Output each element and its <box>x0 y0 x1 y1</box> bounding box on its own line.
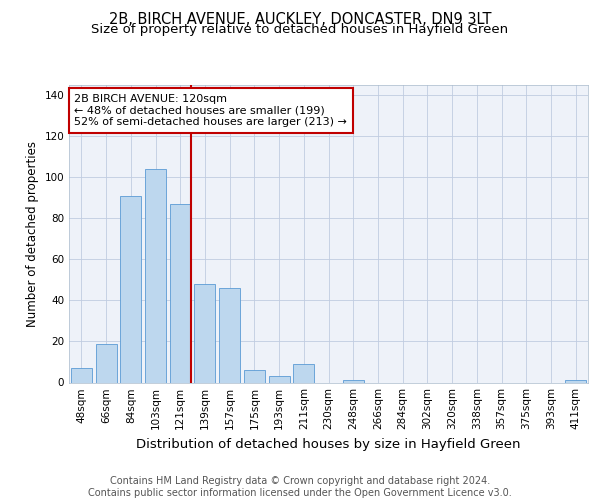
Bar <box>244 370 265 382</box>
Bar <box>293 364 314 382</box>
Bar <box>565 380 586 382</box>
Bar <box>120 196 141 382</box>
Text: Size of property relative to detached houses in Hayfield Green: Size of property relative to detached ho… <box>91 22 509 36</box>
Bar <box>343 380 364 382</box>
Bar <box>145 169 166 382</box>
Bar <box>170 204 191 382</box>
Y-axis label: Number of detached properties: Number of detached properties <box>26 141 39 327</box>
Bar <box>269 376 290 382</box>
Bar <box>194 284 215 382</box>
Text: 2B BIRCH AVENUE: 120sqm
← 48% of detached houses are smaller (199)
52% of semi-d: 2B BIRCH AVENUE: 120sqm ← 48% of detache… <box>74 94 347 127</box>
Bar <box>219 288 240 382</box>
Text: Contains HM Land Registry data © Crown copyright and database right 2024.: Contains HM Land Registry data © Crown c… <box>110 476 490 486</box>
Bar <box>71 368 92 382</box>
Text: Contains public sector information licensed under the Open Government Licence v3: Contains public sector information licen… <box>88 488 512 498</box>
Text: 2B, BIRCH AVENUE, AUCKLEY, DONCASTER, DN9 3LT: 2B, BIRCH AVENUE, AUCKLEY, DONCASTER, DN… <box>109 12 491 28</box>
X-axis label: Distribution of detached houses by size in Hayfield Green: Distribution of detached houses by size … <box>136 438 521 451</box>
Bar <box>95 344 116 382</box>
